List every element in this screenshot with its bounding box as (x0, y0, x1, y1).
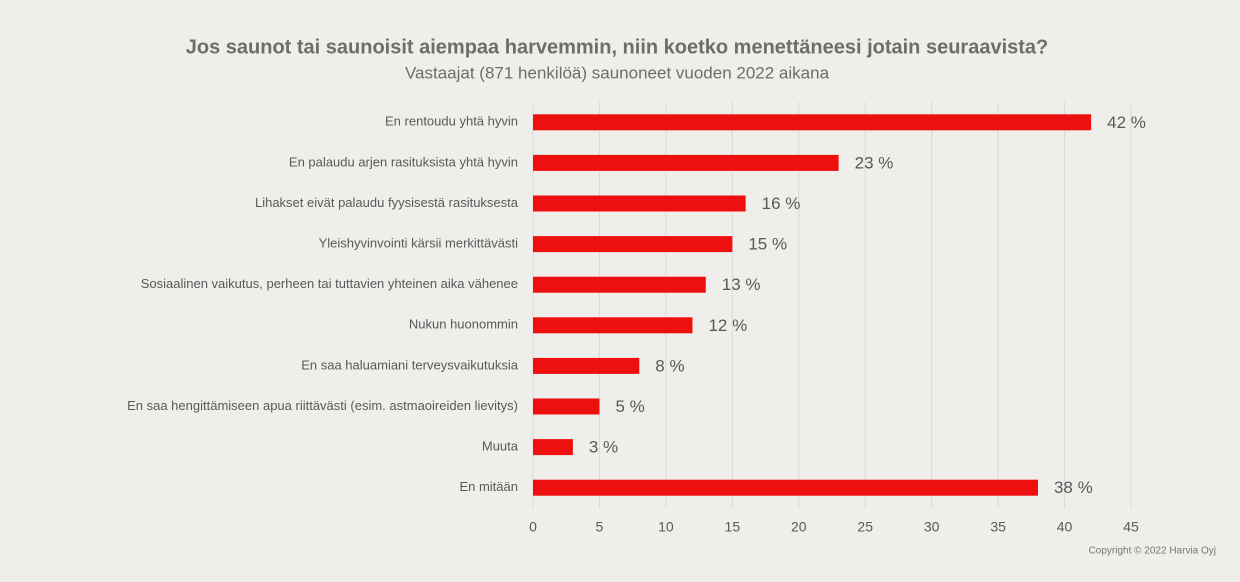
x-tick-label: 10 (658, 519, 674, 535)
value-label: 5 % (615, 397, 644, 416)
y-tick-label: En palaudu arjen rasituksista yhtä hyvin (289, 154, 518, 169)
bar (533, 154, 839, 171)
y-tick-label: En saa haluamiani terveysvaikutuksia (301, 357, 519, 372)
bar (533, 439, 573, 456)
value-label: 12 % (708, 316, 747, 335)
bar (533, 114, 1092, 131)
x-tick-label: 30 (924, 519, 940, 535)
y-tick-label: En saa hengittämiseen apua riittävästi (… (127, 398, 518, 413)
x-tick-label: 20 (791, 519, 807, 535)
value-label: 8 % (655, 356, 684, 375)
value-label: 23 % (855, 153, 894, 172)
y-tick-label: Lihakset eivät palaudu fyysisestä rasitu… (255, 195, 519, 210)
bar (533, 479, 1038, 496)
x-tick-label: 45 (1123, 519, 1139, 535)
value-label: 16 % (762, 194, 801, 213)
bar (533, 357, 640, 374)
value-label: 3 % (589, 438, 618, 457)
y-tick-label: Muuta (482, 439, 519, 454)
value-label: 15 % (748, 235, 787, 254)
bar (533, 195, 746, 212)
y-tick-label: En mitään (459, 479, 518, 494)
copyright: Copyright © 2022 Harvia Oyj (1089, 546, 1216, 557)
y-tick-label: Yleishyvinvointi kärsii merkittävästi (319, 236, 519, 251)
value-label: 42 % (1107, 113, 1146, 132)
y-tick-label: Sosiaalinen vaikutus, perheen tai tuttav… (141, 276, 518, 291)
x-tick-label: 40 (1057, 519, 1073, 535)
x-tick-label: 35 (990, 519, 1006, 535)
x-tick-label: 0 (529, 519, 537, 535)
bar (533, 276, 706, 293)
y-tick-label: En rentoudu yhtä hyvin (385, 114, 518, 129)
chart-subtitle: Vastaajat (871 henkilöä) saunoneet vuode… (405, 63, 830, 82)
bar (533, 236, 733, 253)
chart-title: Jos saunot tai saunoisit aiempaa harvemm… (186, 36, 1049, 58)
x-tick-label: 5 (596, 519, 604, 535)
value-label: 13 % (722, 275, 761, 294)
bar (533, 317, 693, 334)
value-label: 38 % (1054, 478, 1093, 497)
bar (533, 398, 600, 415)
x-tick-label: 15 (725, 519, 741, 535)
y-tick-label: Nukun huonommin (409, 317, 518, 332)
x-tick-label: 25 (857, 519, 873, 535)
